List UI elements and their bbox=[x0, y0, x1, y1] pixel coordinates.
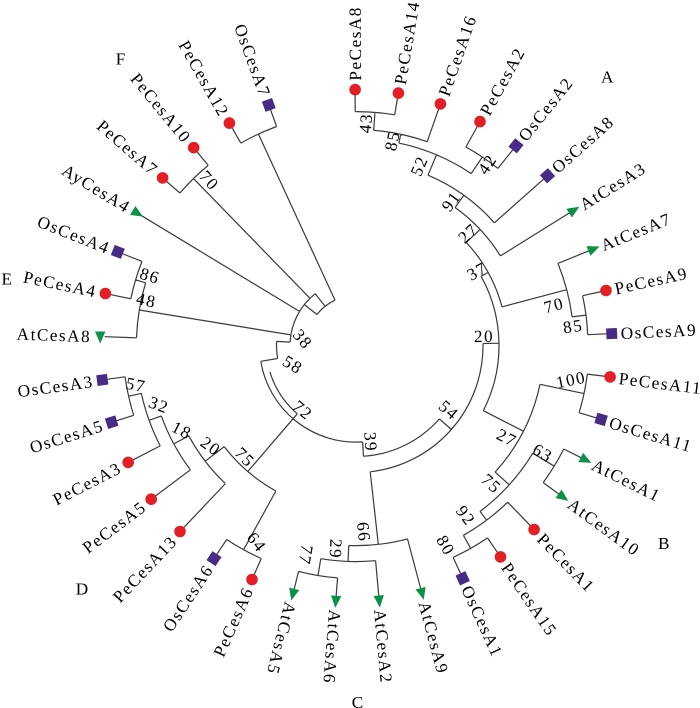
svg-text:29: 29 bbox=[326, 539, 346, 560]
svg-text:D: D bbox=[76, 580, 90, 599]
svg-text:85: 85 bbox=[562, 316, 585, 338]
svg-text:F: F bbox=[116, 50, 127, 69]
svg-text:77: 77 bbox=[294, 543, 316, 566]
svg-text:C: C bbox=[352, 693, 365, 708]
svg-text:OsCesA9: OsCesA9 bbox=[620, 321, 697, 344]
svg-text:AtCesA8: AtCesA8 bbox=[16, 325, 91, 347]
svg-text:57: 57 bbox=[124, 374, 147, 397]
svg-text:70: 70 bbox=[542, 294, 566, 318]
svg-text:48: 48 bbox=[135, 289, 159, 312]
svg-text:66: 66 bbox=[353, 521, 374, 543]
svg-text:85: 85 bbox=[381, 129, 404, 153]
svg-text:43: 43 bbox=[356, 112, 377, 134]
svg-text:20: 20 bbox=[474, 327, 495, 346]
svg-text:PeCesA8: PeCesA8 bbox=[346, 6, 365, 81]
svg-text:A: A bbox=[601, 68, 615, 87]
svg-text:39: 39 bbox=[360, 431, 380, 452]
svg-text:B: B bbox=[658, 534, 671, 553]
svg-text:E: E bbox=[2, 269, 14, 288]
